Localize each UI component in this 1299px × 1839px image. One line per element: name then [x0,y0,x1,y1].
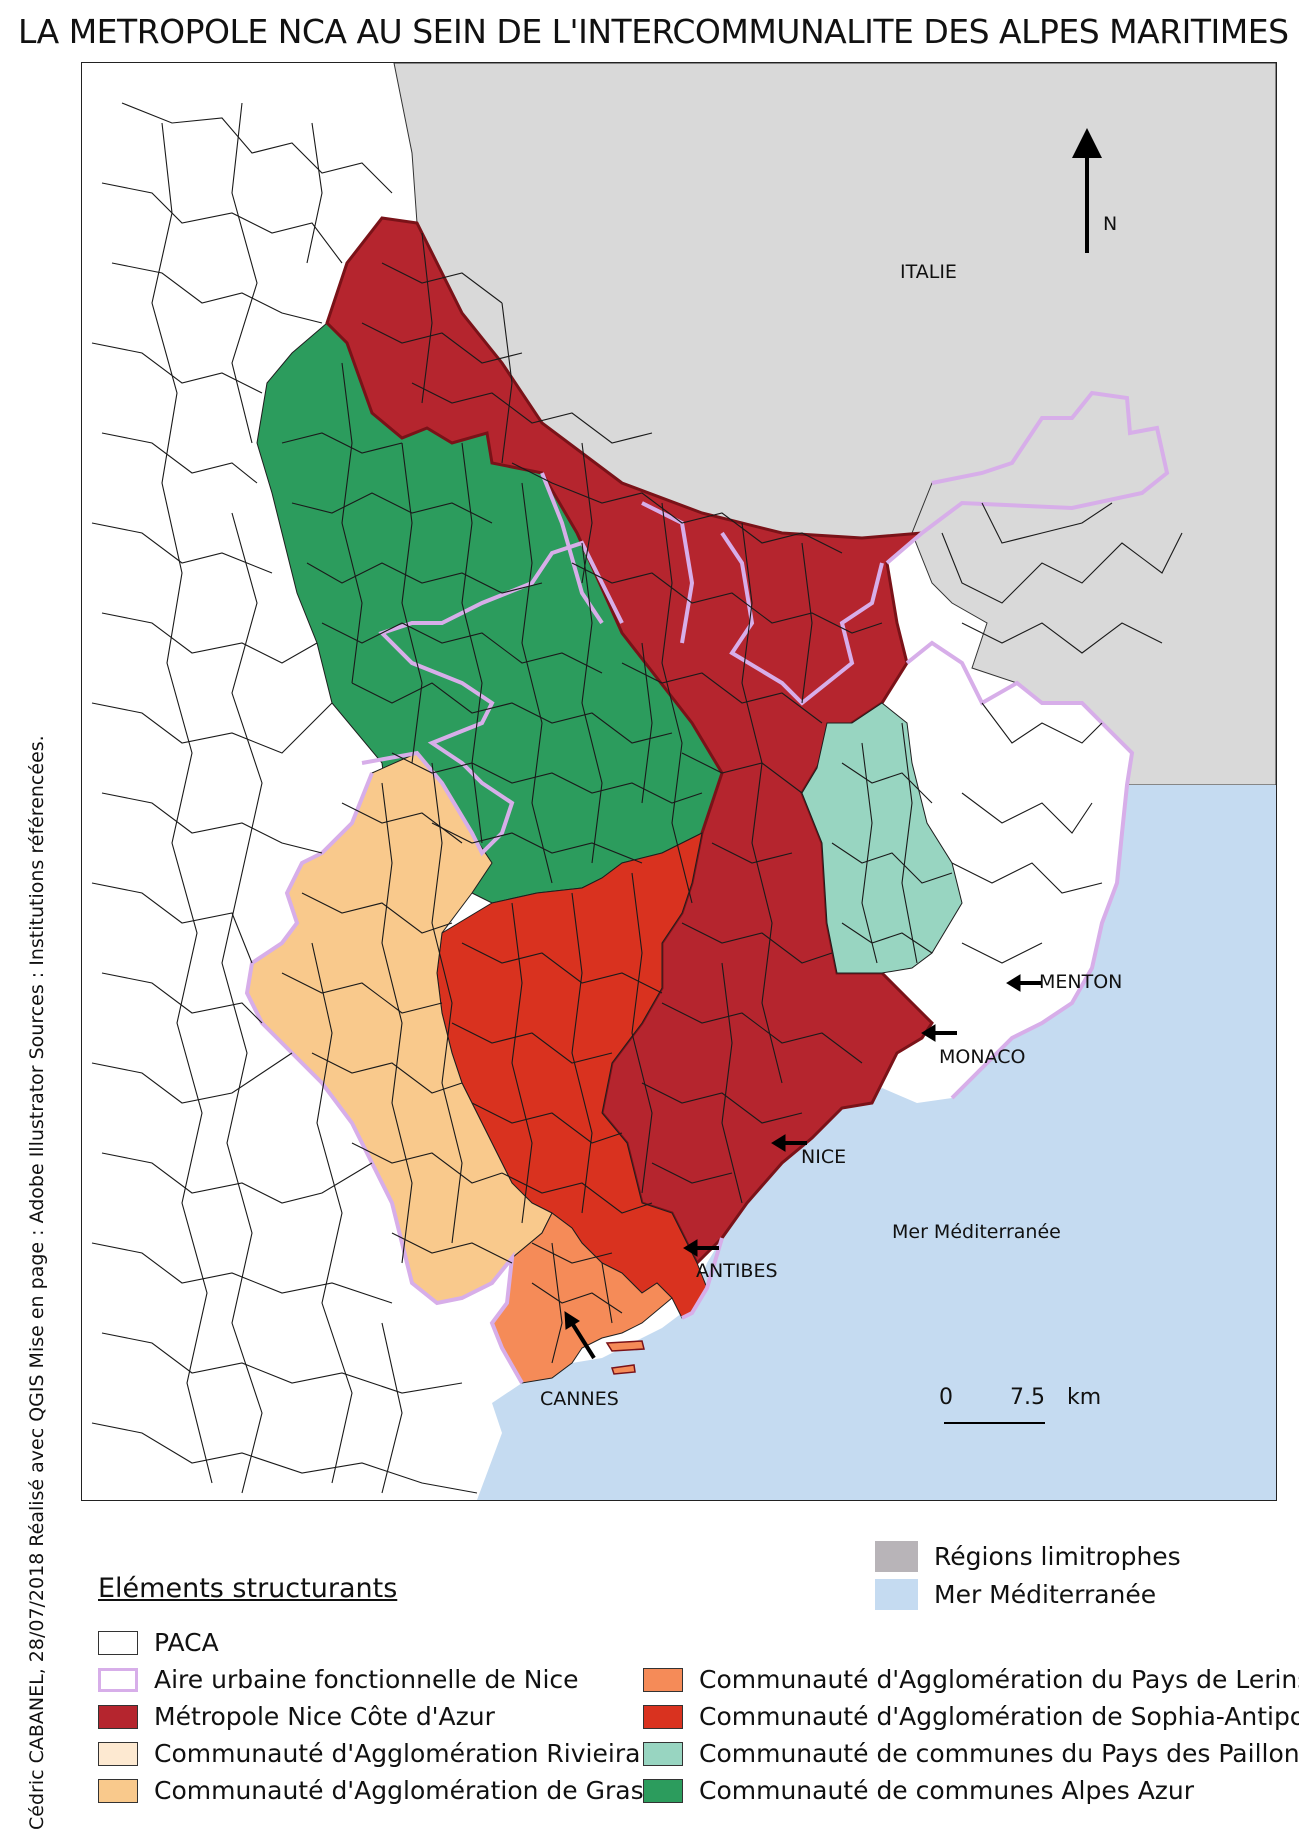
lerins-island-1 [605,1340,645,1352]
scale-bar-end: 7.5 [1010,1385,1045,1410]
location-arrows [564,974,1042,1360]
aire-urbaine-inner [540,472,884,706]
label-nice: NICE [801,1146,847,1168]
swatch-aire-urbaine [98,1667,138,1692]
swatch-regions-limitrophes [875,1541,918,1572]
swatch-paca [98,1630,138,1655]
label-cannes: CANNES [540,1388,619,1410]
legend-paillons: Communauté de communes du Pays des Paill… [643,1739,1299,1768]
legend-label-grasse: Communauté d'Agglomération de Grasse [154,1776,673,1805]
legend-aire-urbaine: Aire urbaine fonctionnelle de Nice [98,1665,579,1694]
legend-label-mer: Mer Méditerranée [934,1580,1157,1609]
legend-metropole: Métropole Nice Côte d'Azur [98,1702,495,1731]
scale-bar-start: 0 [939,1385,953,1410]
legend-alpes-azur: Communauté de communes Alpes Azur [643,1776,1194,1805]
map-canvas [91,63,1276,1500]
credit-software: Réalisé avec QGIS [26,1374,48,1547]
swatch-grasse [98,1778,138,1803]
credit-author: Cédric CABANEL, 28/07/2018 [26,1552,48,1830]
region-mer [477,785,1276,1500]
legend-riviera: Communauté d'Agglomération Rivieira [98,1739,640,1768]
label-north: N [1103,213,1118,235]
label-menton: MENTON [1039,971,1123,993]
legend-label-aire-urbaine: Aire urbaine fonctionnelle de Nice [154,1665,579,1694]
legend-label-lerins: Communauté d'Agglomération du Pays de Le… [699,1665,1299,1694]
lerins-island-2 [611,1364,636,1375]
legend-paca: PACA [98,1628,219,1657]
commune-boundaries [91,102,1183,1494]
legend-label-regions-limitrophes: Régions limitrophes [934,1542,1181,1571]
credits-vertical: Cédric CABANEL, 28/07/2018 Réalisé avec … [26,0,48,1830]
north-arrow [1072,128,1102,253]
label-italie: ITALIE [900,261,957,283]
swatch-lerins [643,1667,683,1692]
label-monaco: MONACO [939,1046,1026,1068]
legend-regions-limitrophes: Régions limitrophes [875,1541,1181,1572]
legend-mer: Mer Méditerranée [875,1579,1156,1610]
legend-lerins: Communauté d'Agglomération du Pays de Le… [643,1665,1299,1694]
legend-sophia: Communauté d'Agglomération de Sophia-Ant… [643,1702,1299,1731]
map-title: LA METROPOLE NCA AU SEIN DE L'INTERCOMMU… [18,12,1289,51]
swatch-paillons [643,1741,683,1766]
credit-sources: Sources : Institutions référencées. [26,735,48,1060]
label-mer: Mer Méditerranée [892,1221,1061,1243]
swatch-sophia [643,1704,683,1729]
legend-label-riviera: Communauté d'Agglomération Rivieira [154,1739,641,1768]
map-frame: N ITALIE MENTON MONACO NICE Mer Méditerr… [81,62,1277,1501]
swatch-alpes-azur [643,1778,683,1803]
legend-label-metropole: Métropole Nice Côte d'Azur [154,1702,495,1731]
scale-bar-unit: km [1067,1385,1102,1410]
label-antibes: ANTIBES [696,1260,778,1282]
legend-grasse: Communauté d'Agglomération de Grasse [98,1776,672,1805]
swatch-riviera [98,1741,138,1766]
legend-label-sophia: Communauté d'Agglomération de Sophia-Ant… [699,1702,1299,1731]
legend-label-paillons: Communauté de communes du Pays des Paill… [699,1739,1299,1768]
aire-urbaine-outline [244,390,1170,1384]
swatch-mer [875,1579,918,1610]
credit-layout: Mise en page : Adobe Illustrator [26,1065,48,1369]
region-metropole [325,216,934,1266]
legend-heading: Eléments structurants [98,1573,398,1604]
swatch-metropole [98,1704,138,1729]
legend-label-alpes-azur: Communauté de communes Alpes Azur [699,1776,1195,1805]
legend-label-paca: PACA [154,1628,219,1657]
